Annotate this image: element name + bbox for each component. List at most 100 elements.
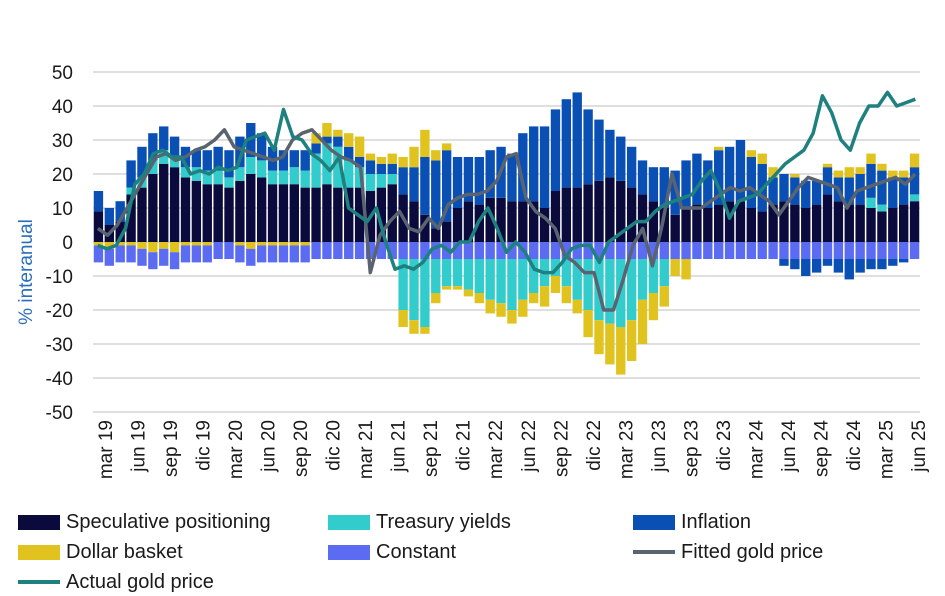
- bar-segment-constant: [844, 242, 854, 259]
- bar-segment-speculative: [246, 174, 256, 242]
- bar-segment-treasury: [365, 174, 376, 191]
- bar-segment-constant: [191, 245, 202, 263]
- bar-segment-constant: [180, 245, 191, 263]
- bar-segment-dollar: [909, 153, 920, 168]
- bar-segment-constant: [605, 242, 615, 259]
- bar-segment-speculative: [420, 214, 430, 242]
- bar-segment-dollar: [877, 163, 887, 171]
- bar-segment-dollar: [616, 327, 626, 375]
- bar-segment-inflation: [659, 167, 669, 208]
- x-tick-label: dic 22: [584, 420, 605, 471]
- bar-segment-speculative: [376, 187, 387, 242]
- bar-segment-speculative: [169, 167, 180, 242]
- y-tick-label: -30: [46, 335, 73, 356]
- bar-segment-dollar: [757, 153, 767, 164]
- bar-segment-speculative: [583, 184, 593, 242]
- bar-segment-inflation: [115, 201, 125, 222]
- bar-segment-inflation: [899, 177, 909, 205]
- bar-segment-inflation: [909, 167, 920, 195]
- bar-segment-constant: [256, 245, 267, 263]
- bar-segment-dollar: [148, 242, 158, 253]
- bar-segment-dollar: [637, 299, 648, 344]
- bar-segment-constant: [169, 252, 180, 270]
- bar-segment-treasury: [659, 259, 669, 287]
- bar-segment-inflation: [637, 160, 648, 195]
- bar-segment-constant: [496, 242, 506, 259]
- x-tick-label: sep 19: [161, 420, 182, 477]
- bar-segment-treasury: [866, 197, 876, 208]
- bar-segment-speculative: [735, 201, 746, 242]
- x-tick-label: dic 20: [324, 420, 345, 471]
- bar-segment-dollar: [278, 242, 289, 246]
- bar-segment-inflation: [441, 150, 452, 222]
- bar-segment-speculative: [148, 174, 158, 242]
- bar-segment-dollar: [93, 242, 104, 246]
- bar-segment-treasury: [909, 194, 920, 202]
- bar-segment-dollar: [180, 242, 191, 246]
- bar-segment-speculative: [790, 204, 800, 242]
- bar-segment-speculative: [311, 187, 321, 242]
- bar-segment-dollar: [452, 286, 463, 290]
- bar-segment-inflation: [213, 146, 223, 171]
- bar-segment-treasury: [420, 259, 430, 327]
- bar-segment-dollar: [235, 242, 245, 246]
- bar-segment-constant: [757, 242, 767, 259]
- bar-segment-treasury: [202, 170, 212, 185]
- y-tick-label: -50: [46, 403, 73, 424]
- bar-segment-speculative: [431, 228, 441, 242]
- bar-segment-speculative: [224, 187, 234, 242]
- bar-segment-speculative: [746, 208, 757, 242]
- x-tick-label: sep 22: [551, 420, 572, 477]
- bar-segment-inflation: [833, 259, 844, 273]
- bar-segment-constant: [267, 245, 278, 263]
- bar-segment-treasury: [572, 259, 582, 300]
- legend-label: Actual gold price: [66, 570, 214, 593]
- x-tick-label: mar 22: [486, 420, 507, 479]
- bar-segment-treasury: [474, 259, 484, 293]
- bar-segment-dollar: [496, 303, 506, 317]
- bar-segment-inflation: [452, 157, 463, 208]
- bar-segment-dollar: [137, 242, 147, 249]
- bar-segment-treasury: [267, 170, 278, 185]
- bar-segment-speculative: [180, 177, 191, 242]
- bar-segment-constant: [376, 242, 387, 259]
- bar-segment-dollar: [866, 153, 876, 164]
- bar-segment-speculative: [115, 221, 125, 242]
- legend-item-actual: Actual gold price: [18, 568, 214, 596]
- bar-segment-constant: [888, 242, 898, 259]
- x-tick-label: mar 19: [96, 420, 117, 479]
- bar-segment-constant: [159, 248, 169, 266]
- bar-segment-speculative: [191, 180, 202, 242]
- bar-segment-dollar: [376, 157, 387, 164]
- bar-segment-dollar: [888, 170, 898, 178]
- bar-segment-treasury: [180, 167, 191, 178]
- y-tick-label: -40: [46, 369, 73, 390]
- bar-segment-constant: [311, 242, 321, 259]
- x-tick-label: dic 24: [844, 420, 865, 471]
- bar-segment-constant: [365, 242, 376, 259]
- bar-segment-speculative: [278, 184, 289, 242]
- bar-segment-constant: [714, 242, 724, 259]
- legend-swatch: [18, 514, 60, 530]
- bar-segment-constant: [137, 248, 147, 266]
- x-tick-label: sep 23: [681, 420, 702, 477]
- bar-segment-dollar: [746, 150, 757, 157]
- bar-segment-constant: [387, 242, 397, 259]
- bar-segment-inflation: [703, 160, 713, 208]
- bar-segment-dollar: [659, 286, 669, 307]
- legend-item-treasury: Treasury yields: [328, 508, 511, 536]
- line-actual: [97, 90, 916, 275]
- bar-segment-inflation: [365, 160, 376, 174]
- bar-segment-treasury: [561, 259, 572, 287]
- bar-segment-inflation: [844, 177, 854, 205]
- y-tick-label: 20: [52, 165, 73, 186]
- bar-segment-constant: [104, 248, 114, 266]
- bar-segment-speculative: [256, 177, 267, 242]
- bar-segment-dollar: [365, 153, 376, 161]
- bar-segment-dollar: [333, 129, 343, 137]
- bar-segment-dollar: [409, 146, 419, 168]
- bar-segment-dollar: [267, 242, 278, 246]
- bar-segment-inflation: [344, 146, 354, 161]
- bar-segment-dollar: [191, 242, 202, 246]
- bar-segment-inflation: [790, 259, 800, 270]
